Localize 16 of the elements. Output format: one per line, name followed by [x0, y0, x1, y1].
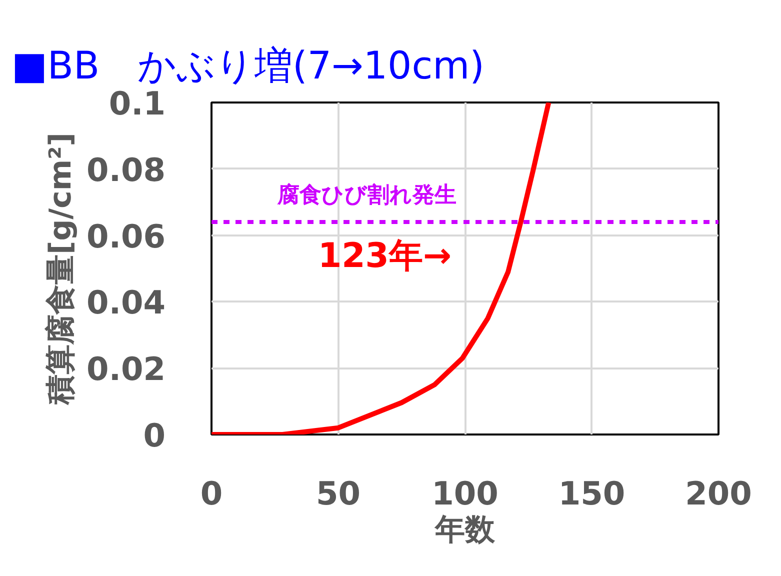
x-tick-label: 100 — [432, 474, 498, 512]
x-tick-label: 0 — [200, 474, 223, 512]
y-tick-label: 0.02 — [86, 350, 166, 388]
ref-line-label: 腐食ひび割れ発生 — [276, 182, 456, 208]
y-tick-label: 0.08 — [86, 150, 166, 189]
y-tick-label: 0.06 — [86, 217, 166, 256]
x-tick-label: 50 — [316, 474, 361, 512]
x-tick-label: 150 — [558, 474, 626, 512]
chart-title: ■BB かぶり増(7→10cm) — [12, 44, 484, 88]
x-axis-title: 年数 — [434, 512, 496, 548]
x-tick-label: 200 — [685, 474, 752, 512]
annotation: 123年→ — [318, 236, 452, 276]
y-tick-label: 0.1 — [108, 84, 166, 122]
y-tick-label: 0.04 — [86, 284, 166, 322]
y-axis-title: 積算腐食量[g/cm²] — [44, 132, 79, 406]
y-tick-label: 0 — [143, 416, 166, 454]
